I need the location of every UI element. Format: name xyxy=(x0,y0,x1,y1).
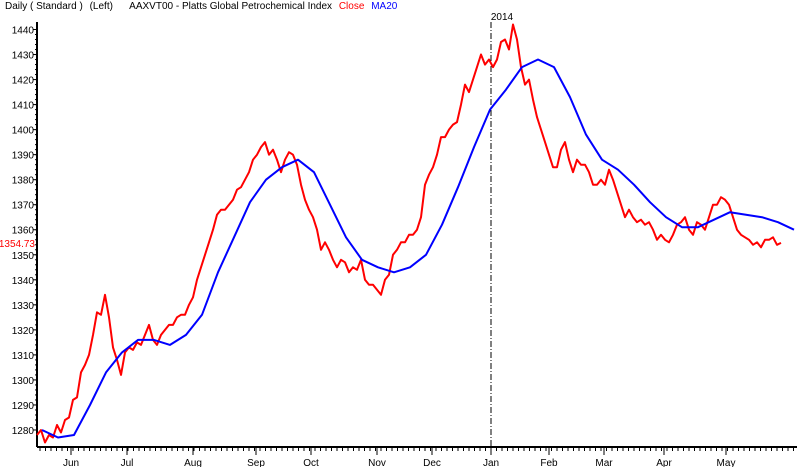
x-tick-label: Apr xyxy=(656,458,672,467)
y-tick-label: 1390 xyxy=(12,151,35,162)
y-tick-label: 1440 xyxy=(12,26,35,37)
y-tick-label: 1290 xyxy=(12,401,35,412)
y-tick-label: 1370 xyxy=(12,201,35,212)
year-label: 2014 xyxy=(491,12,514,23)
mode-label: Daily ( Standard ) xyxy=(5,1,83,12)
y-tick-label: 1330 xyxy=(12,301,35,312)
y-tick-label: 1340 xyxy=(12,276,35,287)
legend-ma20: MA20 xyxy=(371,1,398,12)
x-tick-label: Jan xyxy=(483,458,499,467)
chart-header: Daily ( Standard ) (Left) AAXVT00 - Plat… xyxy=(5,1,401,12)
x-tick-label: Jul xyxy=(121,458,134,467)
x-tick-label: Nov xyxy=(368,458,386,467)
instrument-title: AAXVT00 - Platts Global Petrochemical In… xyxy=(129,1,333,12)
x-tick-label: Feb xyxy=(540,458,558,467)
y-tick-label: 1400 xyxy=(12,126,35,137)
x-tick-label: Sep xyxy=(247,458,265,467)
y-tick-label: 1430 xyxy=(12,51,35,62)
x-tick-label: Jun xyxy=(63,458,79,467)
last-value-label: 1354.73 xyxy=(0,239,35,250)
x-tick-label: Mar xyxy=(595,458,613,467)
axis-side-label: (Left) xyxy=(89,1,113,12)
y-tick-label: 1420 xyxy=(12,76,35,87)
x-tick-label: Dec xyxy=(423,458,441,467)
y-tick-label: 1320 xyxy=(12,326,35,337)
y-tick-label: 1300 xyxy=(12,376,35,387)
y-tick-label: 1410 xyxy=(12,101,35,112)
x-tick-label: May xyxy=(717,458,736,467)
legend-close: Close xyxy=(338,1,365,12)
x-tick-label: Aug xyxy=(184,458,202,467)
series-close-line xyxy=(36,23,782,444)
y-tick-label: 1280 xyxy=(12,426,35,437)
y-tick-label: 1310 xyxy=(12,351,35,362)
y-tick-label: 1350 xyxy=(12,251,35,262)
y-tick-label: 1360 xyxy=(12,226,35,237)
y-tick-label: 1380 xyxy=(12,176,35,187)
x-tick-label: Oct xyxy=(303,458,319,467)
series-ma20-line xyxy=(41,58,795,439)
